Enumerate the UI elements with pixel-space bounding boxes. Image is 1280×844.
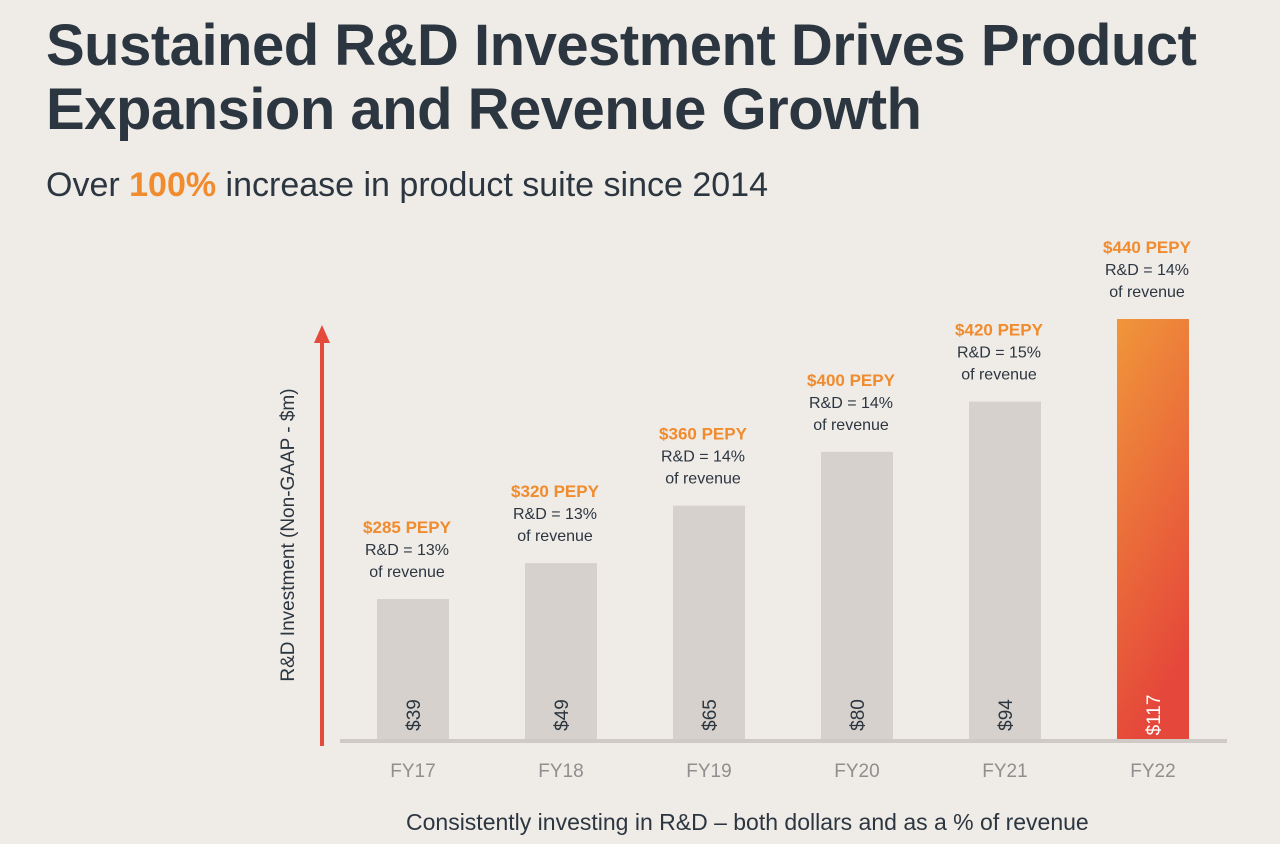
bar-fy17 (377, 599, 449, 739)
value-label-fy19: $65 (700, 699, 721, 731)
value-label-fy18: $49 (552, 699, 573, 731)
value-label-fy21: $94 (996, 699, 1017, 731)
pepy-label-fy20: $400 PEPY (807, 371, 896, 390)
bar-fy20 (821, 451, 893, 739)
value-label-fy22: $117 (1144, 695, 1165, 736)
x-tick-label-fy18: FY18 (538, 761, 583, 782)
x-axis-baseline (340, 739, 1227, 743)
x-tick-label-fy20: FY20 (834, 761, 879, 782)
rd-pct-label-fy22: R&D = 14% (1105, 262, 1189, 279)
subtitle-highlight: 100% (129, 166, 217, 204)
pepy-label-fy22: $440 PEPY (1103, 238, 1192, 257)
bar-fy21 (969, 401, 1041, 739)
bar-fy22 (1117, 319, 1189, 739)
y-axis-arrowhead (314, 325, 330, 343)
rd-pct-label-fy17: R&D = 13% (365, 542, 449, 559)
x-tick-label-fy21: FY21 (982, 761, 1027, 782)
revenue-label-fy20: of revenue (813, 417, 889, 434)
revenue-label-fy21: of revenue (961, 367, 1037, 384)
revenue-label-fy18: of revenue (517, 528, 593, 545)
subtitle: Over 100% increase in product suite sinc… (46, 164, 768, 206)
revenue-label-fy17: of revenue (369, 564, 445, 581)
rd-pct-label-fy21: R&D = 15% (957, 345, 1041, 362)
rd-pct-label-fy19: R&D = 14% (661, 449, 745, 466)
value-label-fy17: $39 (404, 699, 425, 731)
rd-pct-label-fy20: R&D = 14% (809, 395, 893, 412)
pepy-label-fy21: $420 PEPY (955, 321, 1044, 340)
rd-pct-label-fy18: R&D = 13% (513, 506, 597, 523)
bar-fy19 (673, 505, 745, 739)
x-tick-label-fy17: FY17 (390, 761, 435, 782)
pepy-label-fy19: $360 PEPY (659, 425, 748, 444)
x-tick-label-fy22: FY22 (1130, 761, 1175, 782)
value-label-fy20: $80 (848, 699, 869, 731)
page-title: Sustained R&D Investment Drives Product … (46, 13, 1197, 142)
revenue-label-fy19: of revenue (665, 471, 741, 488)
footnote: Consistently investing in R&D – both dol… (406, 809, 1089, 835)
pepy-label-fy17: $285 PEPY (363, 518, 452, 537)
subtitle-prefix: Over (46, 166, 130, 204)
y-axis-label: R&D Investment (Non-GAAP - $m) (278, 388, 299, 681)
pepy-label-fy18: $320 PEPY (511, 482, 600, 501)
x-tick-label-fy19: FY19 (686, 761, 731, 782)
revenue-label-fy22: of revenue (1109, 284, 1185, 301)
subtitle-suffix: increase in product suite since 2014 (216, 166, 768, 204)
bar-fy18 (525, 563, 597, 739)
